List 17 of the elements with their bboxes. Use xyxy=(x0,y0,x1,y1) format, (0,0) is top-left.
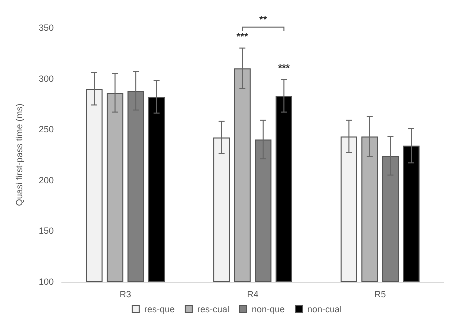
legend-label: res-cual xyxy=(197,304,230,314)
y-tick-label: 250 xyxy=(38,124,54,135)
y-tick-label: 150 xyxy=(38,226,54,236)
y-tick-label: 200 xyxy=(38,175,54,186)
x-tick-label: R3 xyxy=(120,290,132,300)
y-tick-label: 100 xyxy=(38,277,54,287)
legend-label: res-que xyxy=(144,304,175,314)
annotation: *** xyxy=(236,32,249,43)
annotation: *** xyxy=(278,63,290,74)
y-axis-title: Quasi first-pass time (ms) xyxy=(14,104,24,206)
x-tick-label: R4 xyxy=(247,290,259,300)
legend-label: non-cual xyxy=(308,304,342,314)
y-tick-label: 350 xyxy=(38,23,54,33)
text: ** xyxy=(259,14,268,26)
legend-label: non-que xyxy=(252,304,286,314)
x-tick-label: R5 xyxy=(374,290,386,300)
y-tick-label: 300 xyxy=(38,74,54,84)
